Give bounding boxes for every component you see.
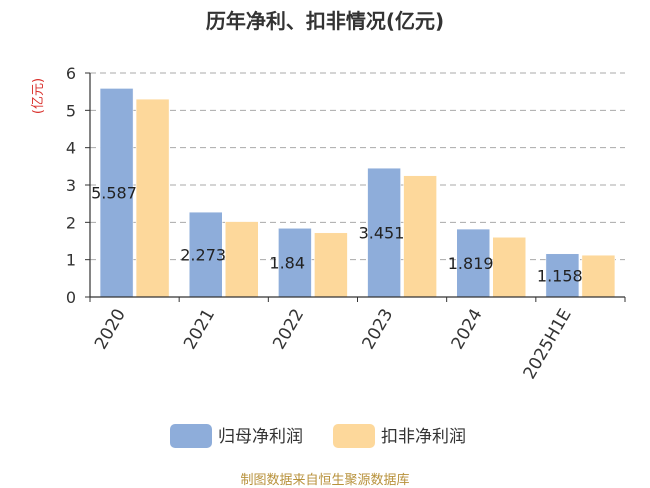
bar-2024-koufei[interactable] xyxy=(492,237,526,298)
y-tick-label: 6 xyxy=(66,64,76,83)
legend-label[interactable]: 归母净利润 xyxy=(218,427,303,447)
bar-2020-guimu[interactable] xyxy=(99,88,134,298)
bar-2023-koufei[interactable] xyxy=(403,175,437,298)
data-labels: 5.587 2.273 1.84 3.451 1.819 1.158 xyxy=(91,184,583,286)
y-tick-label: 2 xyxy=(66,213,76,232)
bar-2020-koufei[interactable] xyxy=(135,98,170,298)
gridlines xyxy=(85,72,625,298)
x-tick-label: 2022 xyxy=(269,306,308,353)
data-label: 2.273 xyxy=(180,246,226,265)
x-tick-label: 2024 xyxy=(448,306,487,353)
data-label: 1.158 xyxy=(537,266,583,285)
y-tick-labels: 0 1 2 3 4 5 6 xyxy=(66,64,76,307)
legend-label[interactable]: 扣非净利润 xyxy=(381,427,466,447)
data-label: 5.587 xyxy=(91,184,137,203)
axes xyxy=(89,73,626,302)
bars xyxy=(99,88,616,298)
legend-swatch[interactable] xyxy=(170,424,212,448)
y-tick-label: 1 xyxy=(66,251,76,270)
y-tick-label: 3 xyxy=(66,176,76,195)
bar-2023-guimu[interactable] xyxy=(367,167,401,298)
legend-swatch[interactable] xyxy=(333,424,375,448)
y-axis-label: (亿元) xyxy=(31,78,46,114)
legend[interactable]: 归母净利润 扣非净利润 xyxy=(170,424,466,448)
x-tick-label: 2021 xyxy=(180,306,219,353)
x-tick-label: 2020 xyxy=(91,306,130,353)
chart-title: 历年净利、扣非情况(亿元) xyxy=(206,9,444,33)
bar-2024-guimu[interactable] xyxy=(456,228,490,298)
y-tick-label: 5 xyxy=(66,101,76,120)
bar-2022-koufei[interactable] xyxy=(314,232,348,298)
y-tick-label: 0 xyxy=(66,288,76,307)
bar-2021-koufei[interactable] xyxy=(225,221,259,298)
data-label: 1.819 xyxy=(448,254,494,273)
data-label: 3.451 xyxy=(359,224,405,243)
x-tick-label: 2023 xyxy=(358,306,397,353)
x-tick-labels: 2020 2021 2022 2023 2024 2025H1E xyxy=(91,306,576,383)
y-tick-label: 4 xyxy=(66,139,76,158)
x-tick-label: 2025H1E xyxy=(520,306,576,383)
data-label: 1.84 xyxy=(269,254,305,273)
bar-2025H1E-guimu[interactable] xyxy=(545,253,580,298)
bar-2025H1E-koufei[interactable] xyxy=(581,254,616,298)
source-note: 制图数据来自恒生聚源数据库 xyxy=(240,472,409,488)
